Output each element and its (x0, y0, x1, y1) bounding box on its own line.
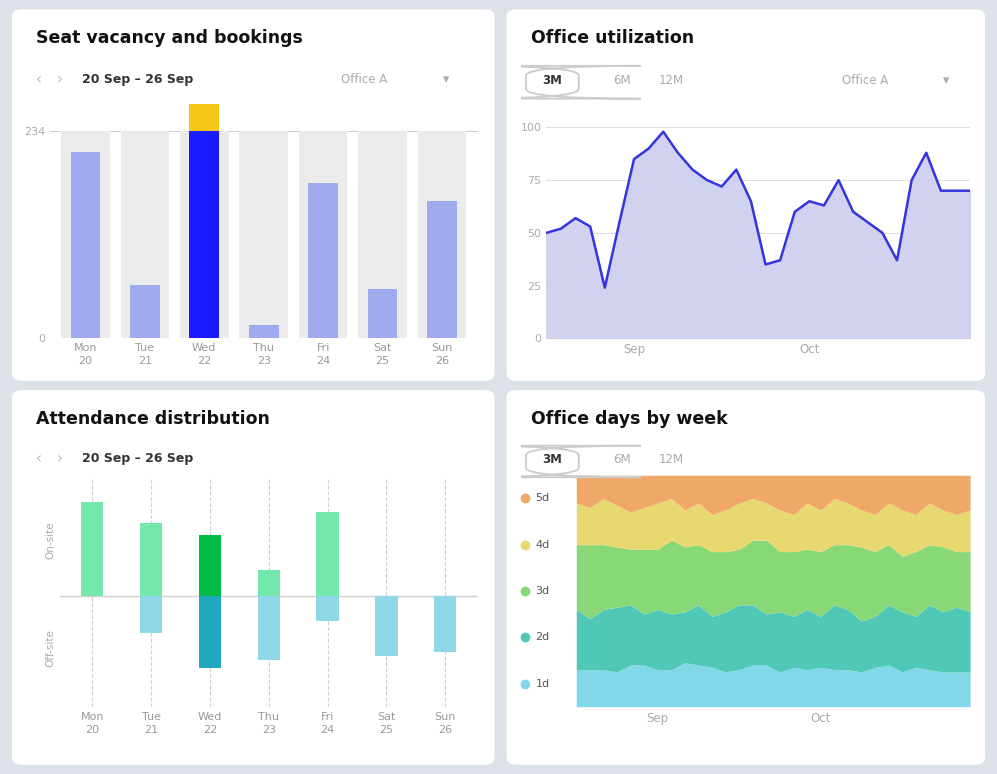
Bar (368, 289, 398, 338)
Text: 1d: 1d (535, 679, 549, 689)
Bar (140, 523, 163, 596)
Bar (375, 596, 398, 656)
Bar (239, 131, 288, 338)
Bar (358, 131, 407, 338)
FancyBboxPatch shape (506, 390, 985, 765)
Bar (189, 131, 219, 338)
Text: ‹: ‹ (36, 72, 42, 87)
Bar (257, 570, 280, 596)
Text: ›: › (57, 451, 63, 467)
Bar (308, 183, 338, 338)
Bar (249, 325, 278, 338)
Text: 6M: 6M (613, 454, 631, 466)
FancyBboxPatch shape (464, 446, 641, 478)
Bar (130, 285, 160, 338)
Text: Attendance distribution: Attendance distribution (36, 410, 270, 428)
Text: 3M: 3M (542, 454, 562, 466)
Bar (121, 131, 169, 338)
FancyBboxPatch shape (464, 66, 641, 98)
Text: ▾: ▾ (943, 74, 949, 87)
Text: ›: › (57, 72, 63, 87)
Text: 3M: 3M (542, 74, 562, 87)
Text: 6M: 6M (613, 74, 631, 87)
Bar (316, 512, 339, 596)
Text: Seat vacancy and bookings: Seat vacancy and bookings (36, 29, 303, 47)
Bar (198, 535, 221, 596)
Text: 20 Sep – 26 Sep: 20 Sep – 26 Sep (83, 453, 193, 465)
Text: 12M: 12M (659, 74, 684, 87)
Bar (61, 131, 110, 338)
Bar (189, 104, 219, 131)
Text: 12M: 12M (659, 454, 684, 466)
Bar (71, 152, 101, 338)
Text: ‹: ‹ (36, 451, 42, 467)
Text: 5d: 5d (535, 493, 549, 503)
Text: Office utilization: Office utilization (530, 29, 694, 47)
Bar (434, 596, 457, 652)
Bar (140, 596, 163, 633)
Bar (316, 596, 339, 622)
FancyBboxPatch shape (12, 9, 495, 381)
Text: Office A: Office A (842, 74, 888, 87)
Bar (418, 131, 467, 338)
Text: 3d: 3d (535, 586, 549, 596)
Text: ▾: ▾ (444, 74, 450, 86)
Text: Office A: Office A (342, 74, 388, 86)
FancyBboxPatch shape (506, 9, 985, 381)
Text: 20 Sep – 26 Sep: 20 Sep – 26 Sep (83, 74, 193, 86)
Bar (198, 596, 221, 668)
Bar (427, 200, 457, 338)
Text: 2d: 2d (535, 632, 549, 642)
Bar (179, 131, 228, 338)
Text: Office days by week: Office days by week (530, 410, 727, 428)
Text: 4d: 4d (535, 539, 549, 550)
Bar (81, 502, 104, 596)
Bar (257, 596, 280, 660)
FancyBboxPatch shape (12, 390, 495, 765)
Bar (299, 131, 348, 338)
